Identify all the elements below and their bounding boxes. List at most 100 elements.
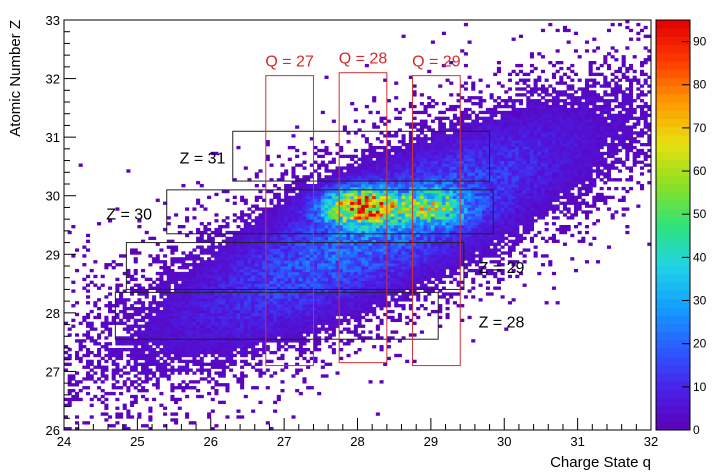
density-cell (174, 397, 179, 402)
density-cell (298, 216, 303, 220)
density-cell (174, 324, 179, 328)
density-cell (324, 327, 329, 331)
density-cell (397, 242, 402, 246)
density-cell (262, 274, 267, 279)
density-cell (254, 266, 259, 270)
density-cell (199, 257, 204, 261)
density-cell (130, 380, 135, 384)
density-cell (306, 213, 311, 217)
density-cell (342, 186, 347, 191)
density-cell (78, 163, 83, 167)
density-cell (148, 312, 153, 317)
density-cell (394, 268, 399, 273)
density-cell (379, 245, 384, 249)
density-cell (287, 283, 292, 287)
density-cell (232, 248, 237, 252)
density-cell (309, 318, 314, 323)
density-cell (174, 330, 179, 334)
density-cell (269, 286, 274, 290)
density-cell (427, 148, 432, 153)
density-cell (379, 307, 384, 311)
density-cell (181, 365, 186, 369)
density-cell (155, 383, 160, 387)
density-cell (306, 230, 311, 235)
density-cell (383, 157, 388, 161)
density-cell (188, 283, 193, 287)
density-cell (419, 148, 424, 153)
density-cell (225, 389, 230, 393)
density-cell (137, 415, 142, 419)
density-cell (152, 309, 157, 314)
density-cell (372, 96, 377, 100)
density-cell (434, 277, 439, 282)
density-cell (115, 348, 120, 352)
density-cell (225, 298, 230, 302)
density-cell (441, 178, 446, 182)
density-cell (232, 333, 237, 337)
density-cell (262, 324, 267, 328)
density-cell (368, 301, 373, 305)
density-cell (430, 207, 435, 211)
density-cell (210, 386, 215, 390)
density-cell (177, 356, 182, 361)
density-cell (372, 222, 377, 226)
density-cell (353, 271, 358, 276)
density-cell (225, 268, 230, 273)
density-cell (379, 254, 384, 258)
density-cell (137, 289, 142, 293)
density-cell (174, 277, 179, 282)
density-cell (368, 233, 373, 238)
density-cell (133, 356, 138, 361)
density-cell (353, 160, 358, 164)
density-cell (199, 321, 204, 325)
density-cell (386, 210, 391, 214)
density-cell (269, 324, 274, 328)
density-cell (144, 321, 149, 325)
density-cell (438, 110, 443, 115)
density-cell (419, 175, 424, 179)
density-cell (181, 330, 186, 334)
density-cell (258, 292, 263, 296)
density-cell (357, 239, 362, 243)
density-cell (309, 236, 314, 241)
density-cell (430, 40, 435, 44)
density-cell (394, 230, 399, 235)
density-cell (287, 274, 292, 279)
density-cell (133, 342, 138, 346)
density-cell (280, 251, 285, 255)
density-cell (317, 309, 322, 314)
density-cell (218, 371, 223, 375)
density-cell (320, 324, 325, 328)
density-cell (232, 318, 237, 323)
density-cell (379, 242, 384, 246)
density-cell (364, 277, 369, 282)
density-cell (199, 315, 204, 320)
density-cell (306, 192, 311, 197)
density-cell (317, 277, 322, 282)
density-cell (214, 192, 219, 197)
density-cell (401, 233, 406, 238)
density-cell (148, 236, 153, 241)
density-cell (331, 257, 336, 261)
density-cell (386, 219, 391, 223)
density-cell (258, 222, 263, 226)
density-cell (185, 386, 190, 390)
density-cell (298, 342, 303, 346)
density-cell (346, 154, 351, 159)
density-cell (144, 339, 149, 343)
density-cell (159, 312, 164, 317)
density-cell (221, 307, 226, 311)
density-cell (280, 236, 285, 241)
density-cell (229, 298, 234, 302)
density-cell (240, 195, 245, 200)
density-cell (291, 336, 296, 340)
density-cell (427, 204, 432, 208)
density-cell (280, 230, 285, 235)
density-cell (408, 280, 413, 284)
density-cell (155, 198, 160, 202)
density-cell (155, 330, 160, 334)
density-cell (177, 371, 182, 375)
density-cell (302, 166, 307, 170)
density-cell (438, 143, 443, 147)
density-cell (251, 230, 256, 235)
